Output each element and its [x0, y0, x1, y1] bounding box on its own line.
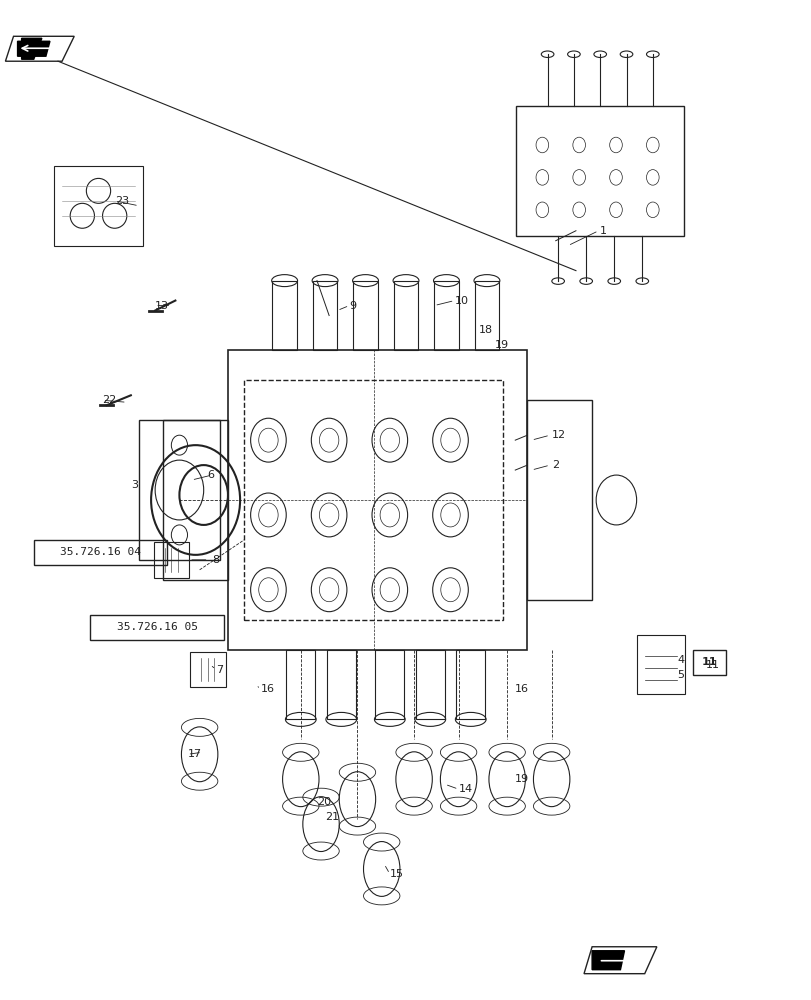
Text: 16: 16	[515, 684, 529, 694]
Text: 8: 8	[212, 555, 219, 565]
Text: 17: 17	[187, 749, 201, 759]
Polygon shape	[6, 36, 74, 61]
Text: 22: 22	[102, 395, 117, 405]
Text: 12: 12	[551, 430, 565, 440]
Text: 3: 3	[131, 480, 138, 490]
Text: 19: 19	[515, 774, 529, 784]
Text: 1: 1	[599, 226, 607, 236]
Text: 13: 13	[155, 301, 169, 311]
Polygon shape	[18, 41, 50, 56]
Text: 15: 15	[389, 869, 403, 879]
Text: 2: 2	[551, 460, 558, 470]
Text: 14: 14	[458, 784, 472, 794]
Text: 23: 23	[114, 196, 129, 206]
Polygon shape	[591, 951, 624, 970]
Text: 6: 6	[208, 470, 214, 480]
Text: 11: 11	[705, 660, 719, 670]
Text: 21: 21	[324, 812, 339, 822]
Polygon shape	[22, 38, 42, 59]
Text: 19: 19	[495, 340, 508, 350]
Text: 35.726.16 04: 35.726.16 04	[60, 547, 141, 557]
Polygon shape	[583, 947, 656, 974]
Text: 9: 9	[349, 301, 356, 311]
Text: 18: 18	[478, 325, 492, 335]
Text: 10: 10	[454, 296, 468, 306]
Text: 5: 5	[676, 670, 683, 680]
Text: 20: 20	[316, 797, 331, 807]
Text: 11: 11	[701, 657, 716, 667]
Text: 4: 4	[676, 655, 684, 665]
Text: 16: 16	[260, 684, 274, 694]
Text: 35.726.16 05: 35.726.16 05	[117, 622, 197, 632]
Text: 7: 7	[216, 665, 223, 675]
